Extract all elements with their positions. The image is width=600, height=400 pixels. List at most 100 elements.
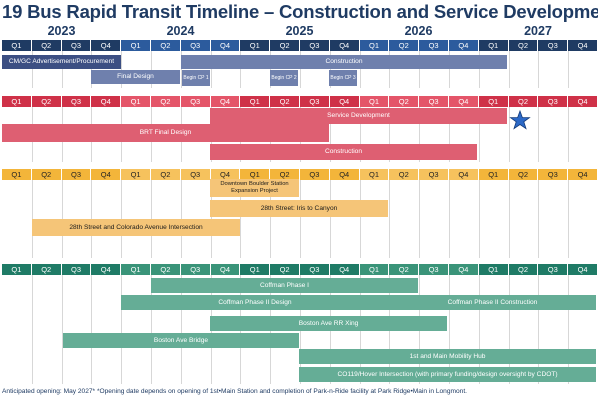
gridline bbox=[478, 275, 480, 384]
quarter-cell: Q2 bbox=[508, 169, 539, 180]
gridline bbox=[449, 51, 450, 88]
gridline bbox=[31, 51, 33, 88]
quarter-cell: Q4 bbox=[329, 169, 360, 180]
first-and-main-mobility-hub-bar: 1st and Main Mobility Hub bbox=[299, 349, 596, 364]
gridline bbox=[329, 180, 331, 258]
gridline bbox=[210, 51, 212, 88]
quarter-cell: Q3 bbox=[61, 264, 92, 275]
co119-hover-intersection-bar: CO119/Hover Intersection (with primary f… bbox=[299, 367, 596, 382]
quarter-header-row-green: Q1 Q2 Q3 Q4 Q1 Q2 Q3 Q4 Q1 Q2 Q3 Q4 Q1 Q2 Q3 Q4 Q1 Q2 Q3 Q4 bbox=[0, 264, 600, 275]
gridline bbox=[538, 51, 540, 88]
quarter-cell: Q3 bbox=[300, 96, 330, 107]
star-icon bbox=[509, 110, 531, 130]
quarter-cell: Q3 bbox=[180, 96, 211, 107]
gridline bbox=[61, 51, 63, 88]
gridline bbox=[538, 107, 540, 162]
quarter-cell: Q4 bbox=[449, 96, 479, 107]
quarter-cell: Q4 bbox=[210, 169, 241, 180]
quarter-cell: Q2 bbox=[389, 40, 420, 51]
gridline bbox=[478, 180, 480, 258]
footnote: Anticipated opening: May 2027* *Opening … bbox=[2, 388, 468, 395]
gridline bbox=[508, 51, 510, 88]
gridline bbox=[180, 51, 182, 88]
gridline bbox=[151, 275, 152, 384]
year-label: 2025 bbox=[285, 24, 314, 38]
gridline bbox=[389, 107, 391, 162]
quarter-cell: Q3 bbox=[300, 40, 330, 51]
quarter-cell: Q4 bbox=[449, 169, 479, 180]
quarter-cell: Q2 bbox=[151, 40, 181, 51]
quarter-cell: Q1 bbox=[359, 96, 390, 107]
quarter-cell: Q3 bbox=[180, 40, 211, 51]
gridline bbox=[568, 51, 570, 88]
quarter-cell: Q3 bbox=[419, 96, 449, 107]
quarter-cell: Q3 bbox=[538, 96, 569, 107]
quarter-cell: Q1 bbox=[359, 264, 390, 275]
gridline bbox=[568, 180, 570, 258]
service-development-bar: Service Development bbox=[210, 108, 507, 124]
quarter-cell: Q4 bbox=[568, 96, 598, 107]
quarter-cell: Q4 bbox=[91, 264, 122, 275]
gridline bbox=[151, 51, 152, 88]
quarter-cell: Q2 bbox=[270, 40, 300, 51]
quarter-cell: Q1 bbox=[240, 169, 271, 180]
gridline bbox=[449, 107, 450, 162]
gridline bbox=[180, 275, 182, 384]
page-title: 19 Bus Rapid Transit Timeline – Construc… bbox=[2, 1, 598, 22]
gridline bbox=[270, 180, 272, 258]
coffman-phase-2-design-bar: Coffman Phase II Design bbox=[121, 295, 389, 310]
gridline bbox=[508, 180, 510, 258]
quarter-cell: Q3 bbox=[61, 40, 92, 51]
gridline bbox=[359, 107, 361, 162]
gridline bbox=[508, 275, 510, 384]
quarter-cell: Q1 bbox=[478, 264, 509, 275]
quarter-cell: Q4 bbox=[449, 264, 479, 275]
gridline bbox=[91, 51, 93, 88]
quarter-cell: Q2 bbox=[31, 169, 62, 180]
gridline bbox=[61, 275, 63, 384]
gridline bbox=[91, 275, 93, 384]
quarter-cell: Q4 bbox=[210, 96, 241, 107]
quarter-cell: Q2 bbox=[389, 96, 420, 107]
quarter-cell: Q3 bbox=[419, 264, 449, 275]
quarter-cell: Q3 bbox=[180, 264, 211, 275]
quarter-cell: Q3 bbox=[300, 169, 330, 180]
gridline bbox=[300, 180, 301, 258]
quarter-cell: Q1 bbox=[2, 40, 32, 51]
quarter-cell: Q4 bbox=[210, 264, 241, 275]
quarter-cell: Q1 bbox=[2, 264, 32, 275]
gridline bbox=[359, 180, 361, 258]
gridline bbox=[389, 180, 391, 258]
quarter-cell: Q1 bbox=[240, 40, 271, 51]
coffman-phase-1-bar: Coffman Phase I bbox=[151, 278, 418, 293]
cmgc-advertisement-bar: CM/GC Advertisement/Procurement bbox=[2, 55, 121, 69]
quarter-cell: Q1 bbox=[121, 40, 151, 51]
gridline bbox=[538, 180, 540, 258]
quarter-cell: Q1 bbox=[478, 169, 509, 180]
quarter-cell: Q2 bbox=[151, 169, 181, 180]
gridline bbox=[508, 107, 510, 162]
year-label: 2026 bbox=[404, 24, 433, 38]
quarter-cell: Q4 bbox=[91, 40, 122, 51]
quarter-cell: Q2 bbox=[389, 169, 420, 180]
quarter-cell: Q4 bbox=[568, 264, 598, 275]
quarter-cell: Q3 bbox=[180, 169, 211, 180]
downtown-boulder-station-bar: Downtown Boulder Station Expansion Proje… bbox=[210, 179, 299, 197]
gridline bbox=[240, 180, 242, 258]
quarter-cell: Q4 bbox=[91, 96, 122, 107]
gridline bbox=[389, 51, 391, 88]
blue-construction-bar: Construction bbox=[181, 55, 507, 69]
gridline bbox=[568, 275, 570, 384]
gridline bbox=[300, 51, 301, 88]
gridline bbox=[478, 107, 480, 162]
quarter-cell: Q3 bbox=[61, 96, 92, 107]
quarter-cell: Q2 bbox=[31, 40, 62, 51]
blue-final-design-bar: Final Design bbox=[91, 70, 180, 84]
quarter-cell: Q2 bbox=[151, 96, 181, 107]
year-label: 2023 bbox=[47, 24, 76, 38]
gridline bbox=[270, 51, 272, 88]
gridline bbox=[538, 275, 540, 384]
quarter-header-row-yellow: Q1 Q2 Q3 Q4 Q1 Q2 Q3 Q4 Q1 Q2 Q3 Q4 Q1 Q2 Q3 Q4 Q1 Q2 Q3 Q4 bbox=[0, 169, 600, 180]
gridline bbox=[329, 51, 331, 88]
quarter-cell: Q4 bbox=[91, 169, 122, 180]
